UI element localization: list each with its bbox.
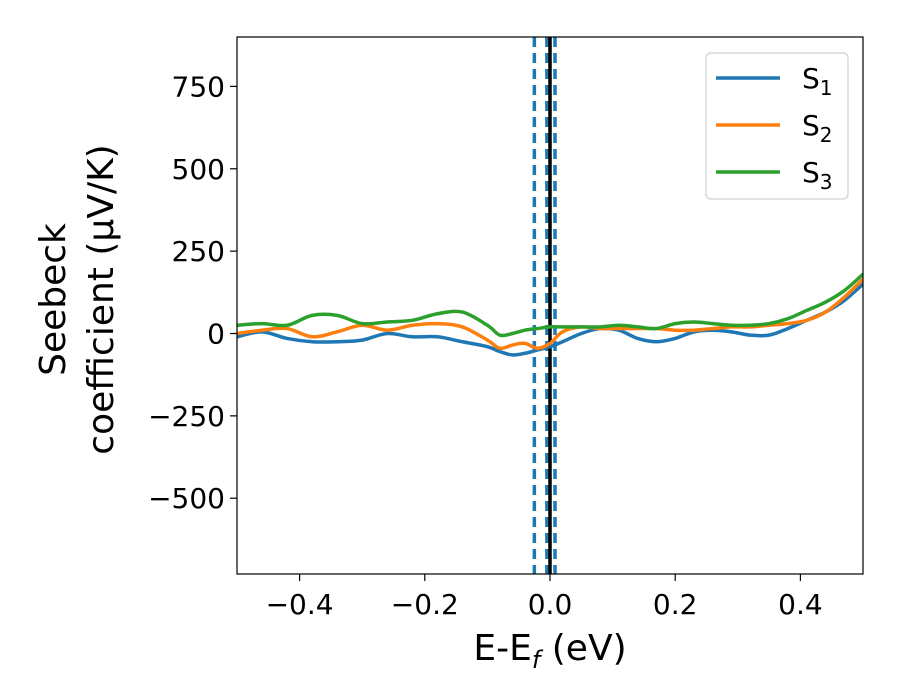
- legend-label-subscript: 1: [820, 76, 833, 100]
- legend-label-main: S: [802, 62, 820, 95]
- legend-label-main: S: [802, 109, 820, 142]
- legend-label-subscript: 2: [820, 123, 833, 147]
- y-tick-label: 500: [172, 153, 225, 186]
- series-line-s3: [237, 272, 863, 338]
- x-axis-label: E-Ef (eV): [473, 628, 626, 674]
- y-axis-label: Seebeck coefficient (μV/K): [33, 144, 122, 454]
- y-axis-ticks: 750 500 250 0 −250 −500: [148, 70, 237, 515]
- series-lines: [237, 272, 863, 357]
- x-tick-label: 0.4: [778, 588, 823, 621]
- y-axis-label-line2: coefficient (μV/K): [81, 144, 122, 454]
- legend-label-s3: S3: [802, 156, 833, 194]
- x-tick-label: −0.4: [266, 588, 334, 621]
- x-tick-label: −0.2: [391, 588, 459, 621]
- y-tick-label: 0: [207, 318, 225, 351]
- x-axis-label-main: E-E: [473, 628, 531, 669]
- x-tick-label: 0.0: [528, 588, 573, 621]
- x-tick-label: 0.2: [653, 588, 698, 621]
- series-line-s1: [237, 282, 863, 357]
- x-axis-label-unit: (eV): [540, 628, 626, 669]
- y-tick-label: 750: [172, 70, 225, 103]
- y-tick-label: −500: [148, 482, 225, 515]
- legend-label-s2: S2: [802, 109, 833, 147]
- y-axis-label-line1: Seebeck: [33, 223, 74, 376]
- legend-label-main: S: [802, 156, 820, 189]
- y-tick-label: 250: [172, 235, 225, 268]
- legend-label-s1: S1: [802, 62, 833, 100]
- legend-label-subscript: 3: [820, 170, 833, 194]
- reference-lines: [532, 37, 557, 574]
- y-tick-label: −250: [148, 400, 225, 433]
- x-axis-ticks: −0.4 −0.2 0.0 0.2 0.4: [266, 574, 823, 621]
